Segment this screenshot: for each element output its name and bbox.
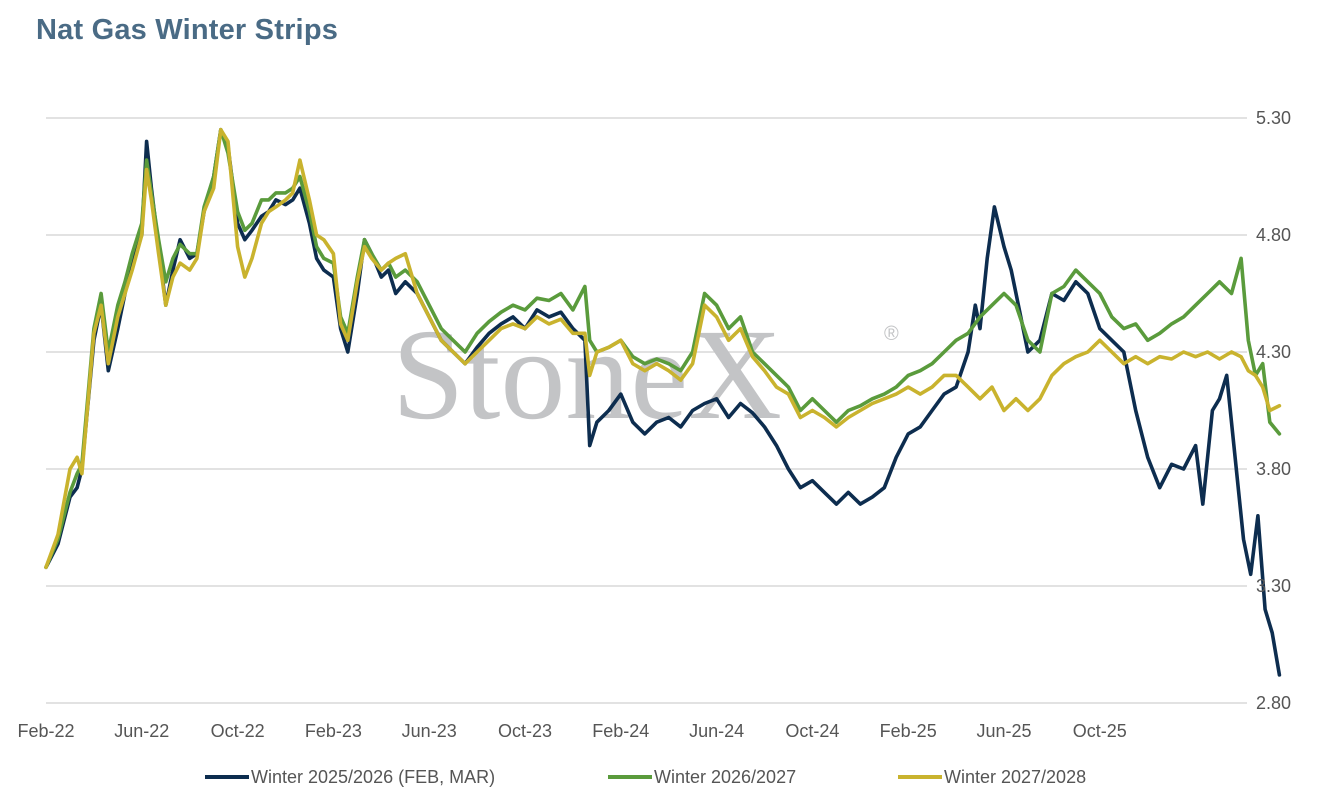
y-tick-label: 4.30 [1256,342,1291,362]
legend: Winter 2025/2026 (FEB, MAR) Winter 2026/2… [205,767,1086,787]
x-tick-label: Jun-23 [402,721,457,741]
series-line-2 [44,127,1282,570]
x-tick-label: Oct-23 [498,721,552,741]
x-tick-label: Feb-22 [17,721,74,741]
y-tick-label: 3.30 [1256,576,1291,596]
legend-label: Winter 2027/2028 [944,767,1086,787]
x-tick-label: Jun-24 [689,721,744,741]
series-lines [44,127,1282,677]
x-tick-label: Oct-25 [1073,721,1127,741]
x-tick-label: Jun-22 [114,721,169,741]
y-axis: 5.30 4.80 4.30 3.80 3.30 2.80 [1256,108,1291,713]
legend-label: Winter 2025/2026 (FEB, MAR) [251,767,495,787]
y-tick-label: 2.80 [1256,693,1291,713]
x-tick-label: Oct-22 [211,721,265,741]
x-tick-label: Jun-25 [976,721,1031,741]
watermark-registered-mark: ® [884,323,899,345]
x-tick-label: Oct-24 [785,721,839,741]
watermark: StoneX ® [392,303,899,447]
y-tick-label: 4.80 [1256,225,1291,245]
x-tick-label: Feb-23 [305,721,362,741]
x-tick-label: Feb-25 [880,721,937,741]
legend-label: Winter 2026/2027 [654,767,796,787]
y-tick-label: 5.30 [1256,108,1291,128]
x-axis: Feb-22 Jun-22 Oct-22 Feb-23 Jun-23 Oct-23 Feb-… [17,721,1126,741]
chart-title: Nat Gas Winter Strips [36,14,339,46]
x-tick-label: Feb-24 [592,721,649,741]
series-line-3 [44,127,1282,570]
y-tick-label: 3.80 [1256,459,1291,479]
